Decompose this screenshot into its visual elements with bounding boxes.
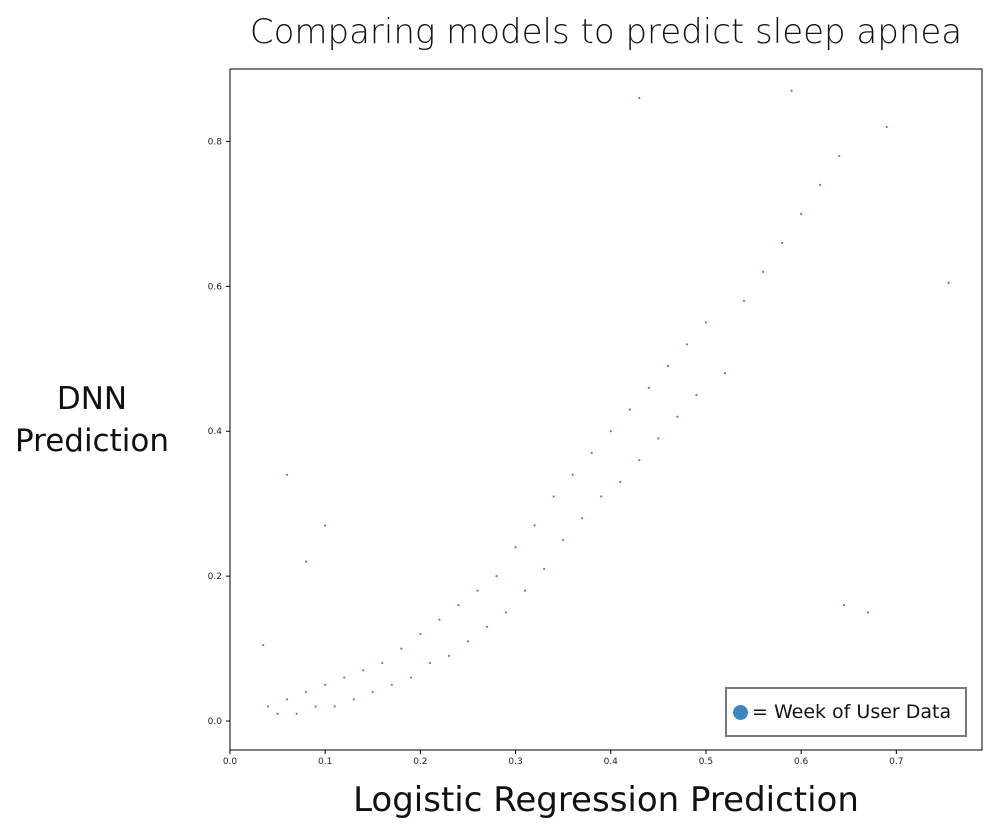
data-point: [447, 654, 451, 657]
data-point: [619, 480, 622, 484]
legend-label: = Week of User Data: [752, 701, 952, 723]
data-point: [495, 575, 498, 578]
data-point: [723, 372, 727, 375]
data-point: [371, 690, 374, 694]
data-point: [600, 495, 603, 498]
data-point: [800, 212, 803, 215]
x-tick-label: 0.2: [413, 757, 427, 767]
y-tick-label: 0.8: [208, 137, 223, 147]
y-tick-label: 0.2: [208, 572, 222, 582]
data-point: [400, 647, 403, 650]
data-point: [704, 321, 708, 324]
data-point: [842, 604, 846, 607]
data-point: [324, 524, 327, 527]
data-point: [286, 698, 289, 701]
data-point: [562, 538, 565, 542]
data-point: [866, 611, 869, 614]
data-point: [266, 705, 270, 708]
data-point: [476, 589, 479, 592]
data-point: [504, 611, 508, 614]
data-point: [485, 625, 489, 628]
data-point: [276, 712, 279, 715]
data-point: [657, 437, 660, 440]
data-point: [628, 408, 631, 411]
data-point: [947, 281, 950, 284]
y-axis-ticks: 0.0 0.2 0.4 0.6 0.8: [208, 137, 230, 727]
x-axis-ticks: 0.0 0.1 0.2 0.3 0.4 0.5 0.6 0.7: [223, 750, 903, 767]
y-tick-label: 0.4: [208, 427, 223, 437]
y-axis-label-line-2: Prediction: [14, 423, 169, 459]
data-point: [295, 712, 298, 715]
x-tick-label: 0.6: [794, 757, 809, 767]
data-point: [523, 589, 527, 592]
data-point: [381, 661, 384, 665]
data-point: [466, 640, 470, 643]
x-tick-label: 0.5: [699, 757, 713, 767]
y-tick-label: 0.0: [208, 717, 223, 727]
data-point: [419, 632, 422, 636]
data-point: [390, 683, 393, 686]
y-tick-label: 0.6: [208, 282, 223, 292]
y-axis-label: DNN Prediction: [0, 378, 184, 462]
data-point: [286, 473, 289, 476]
data-point: [742, 299, 746, 302]
data-point: [409, 676, 412, 679]
data-point: [324, 683, 327, 686]
data-point: [314, 705, 317, 708]
data-point: [552, 495, 555, 498]
data-point: [343, 676, 346, 679]
data-point: [543, 567, 546, 570]
chart-title: Comparing models to predict sleep apnea: [249, 12, 963, 52]
data-point: [781, 241, 784, 244]
data-point: [819, 183, 822, 187]
data-point: [761, 270, 765, 273]
data-point: [790, 89, 793, 92]
data-point: [428, 661, 431, 665]
data-point: [685, 343, 689, 346]
data-point: [362, 669, 365, 672]
data-point: [666, 364, 669, 368]
x-tick-label: 0.1: [318, 757, 332, 767]
x-axis-label: Logistic Regression Prediction: [353, 780, 859, 820]
data-point: [676, 415, 679, 418]
data-point: [885, 125, 888, 129]
data-point: [305, 690, 308, 694]
data-point: [533, 524, 536, 527]
data-point: [262, 643, 265, 647]
x-tick-label: 0.0: [223, 757, 238, 767]
x-tick-label: 0.3: [508, 757, 522, 767]
data-point: [514, 546, 517, 549]
data-point: [305, 560, 308, 563]
data-point: [590, 451, 593, 455]
data-point: [647, 386, 650, 389]
data-point: [438, 618, 441, 621]
data-point: [638, 96, 641, 100]
plot-frame: [229, 68, 983, 751]
data-point: [457, 604, 460, 607]
x-tick-label: 0.7: [889, 757, 903, 767]
data-point: [838, 154, 841, 158]
data-point: [609, 430, 612, 433]
data-point: [333, 705, 336, 708]
data-points: [262, 89, 950, 715]
data-point: [581, 517, 584, 520]
y-axis-label-line-1: DNN: [56, 381, 128, 417]
legend-marker: [733, 704, 748, 720]
data-point: [352, 698, 355, 701]
data-point: [571, 473, 574, 476]
x-tick-label: 0.4: [604, 757, 619, 767]
data-point: [695, 393, 698, 397]
legend: = Week of User Data: [725, 687, 967, 737]
data-point: [638, 459, 641, 462]
